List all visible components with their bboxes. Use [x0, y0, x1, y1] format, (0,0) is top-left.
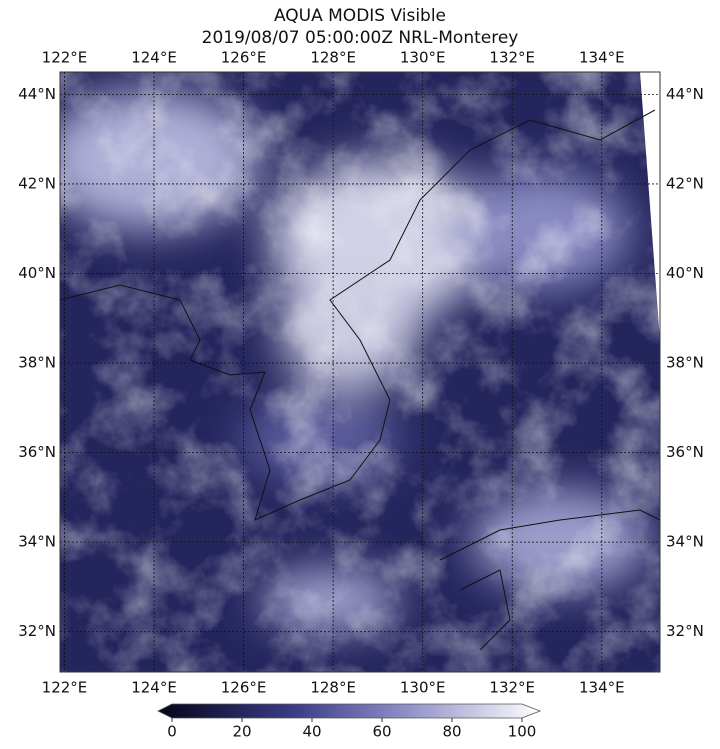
- colorbar-tick-label: 40: [302, 723, 321, 741]
- lon-label: 122°E: [42, 679, 88, 697]
- lon-label: 134°E: [579, 49, 625, 67]
- lat-label: 34°N: [18, 533, 56, 551]
- lon-label: 124°E: [131, 49, 177, 67]
- lat-label: 44°N: [666, 85, 704, 103]
- satellite-image: [60, 72, 660, 672]
- lon-label: 122°E: [42, 49, 88, 67]
- lon-label: 126°E: [221, 679, 267, 697]
- lat-label: 32°N: [18, 622, 56, 640]
- colorbar: [157, 703, 542, 719]
- lon-label: 124°E: [131, 679, 177, 697]
- title: AQUA MODIS Visible: [274, 6, 446, 26]
- lat-label: 42°N: [18, 174, 56, 192]
- lon-label: 130°E: [400, 679, 446, 697]
- lon-label: 128°E: [310, 49, 356, 67]
- lon-label: 132°E: [489, 679, 535, 697]
- subtitle: 2019/08/07 05:00:00Z NRL-Monterey: [202, 28, 519, 48]
- lat-label: 44°N: [18, 85, 56, 103]
- lon-label: 128°E: [310, 679, 356, 697]
- lat-label: 32°N: [666, 622, 704, 640]
- lat-label: 36°N: [666, 443, 704, 461]
- lon-label: 130°E: [400, 49, 446, 67]
- colorbar-tick-label: 80: [442, 723, 461, 741]
- colorbar-tick-label: 100: [508, 723, 537, 741]
- map-frame: [59, 71, 661, 673]
- lat-label: 40°N: [666, 264, 704, 282]
- colorbar-tick-label: 60: [372, 723, 391, 741]
- lon-label: 134°E: [579, 679, 625, 697]
- colorbar-tick-label: 0: [167, 723, 177, 741]
- lat-label: 40°N: [18, 264, 56, 282]
- lon-label: 132°E: [489, 49, 535, 67]
- lat-label: 38°N: [18, 354, 56, 372]
- lon-label: 126°E: [221, 49, 267, 67]
- lat-label: 42°N: [666, 174, 704, 192]
- lat-label: 36°N: [18, 443, 56, 461]
- lat-label: 38°N: [666, 354, 704, 372]
- colorbar-tick-label: 20: [232, 723, 251, 741]
- lat-label: 34°N: [666, 533, 704, 551]
